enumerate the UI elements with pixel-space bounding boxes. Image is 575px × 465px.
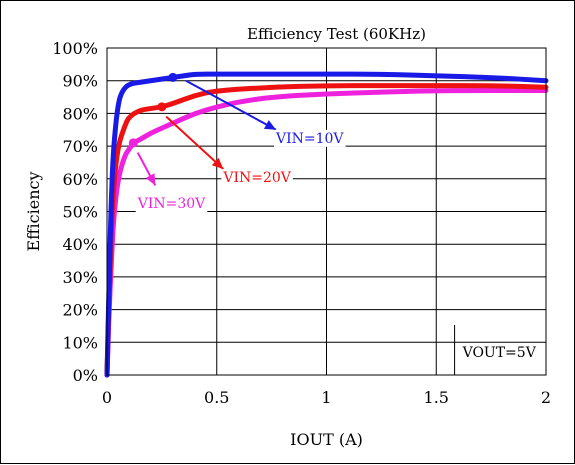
chart-title: Efficiency Test (60KHz) [247, 25, 426, 43]
series-layer [104, 71, 549, 378]
series-line [104, 71, 549, 378]
annotation-label-background [135, 195, 208, 213]
y-tick-label: 70% [62, 137, 98, 156]
y-tick-label: 30% [62, 268, 98, 287]
annotation-label: VIN=20V [222, 170, 291, 186]
grid [107, 48, 546, 375]
annotation-arrowhead [211, 157, 224, 169]
annotation-label: VIN=30V [137, 196, 206, 212]
series-marker [157, 102, 167, 112]
annotation-arrowhead [145, 173, 156, 186]
series-marker [128, 138, 138, 148]
x-tick-label: 1.5 [424, 388, 449, 407]
annotation-arrow [185, 79, 277, 131]
x-tick-label: 2 [541, 388, 551, 407]
y-tick-label: 40% [62, 235, 98, 254]
annotation-label-background [274, 129, 346, 147]
y-axis-label: Efficiency [24, 171, 43, 251]
annotation-arrowhead [263, 120, 277, 130]
x-tick-label: 1 [321, 388, 331, 407]
annotation-label: VOUT=5V [462, 345, 537, 361]
annotation-label: VIN=10V [275, 131, 344, 147]
x-tick-label: 0.5 [204, 388, 229, 407]
annotation-layer: VIN=10V VIN=20V VIN=30V VOUT=5V [135, 79, 538, 375]
annotation-label-background [221, 169, 293, 187]
annotation-label-background [460, 344, 538, 362]
y-tick-label: 60% [62, 170, 98, 189]
y-tick-label: 20% [62, 301, 98, 320]
y-tick-label: 90% [62, 72, 98, 91]
x-axis-label: IOUT (A) [290, 430, 363, 449]
y-tick-label: 0% [73, 366, 98, 385]
annotation-arrow [165, 115, 225, 170]
y-tick-label: 50% [62, 203, 98, 222]
tick-layer: 0% 10% 20% 30% 40% 50% 60% 70% 80% 90% 100% 0 0.5 1 1.… [52, 39, 551, 407]
plot-border [106, 47, 547, 376]
y-tick-label: 100% [52, 39, 98, 58]
x-tick-label: 0 [102, 388, 112, 407]
title-background [244, 25, 429, 43]
series-marker [168, 72, 178, 82]
y-tick-label: 10% [62, 333, 98, 352]
y-tick-label: 80% [62, 104, 98, 123]
